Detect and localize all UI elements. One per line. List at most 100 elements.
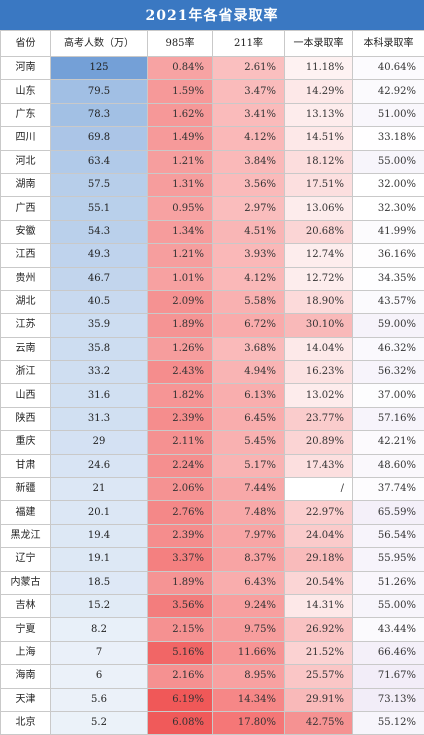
header-row: 省份 高考人数（万） 985率 211率 一本录取率 本科录取率 [1,31,424,57]
rate-211-cell: 6.72% [213,314,285,337]
header-province: 省份 [1,31,51,57]
exam-takers-cell: 15.2 [51,594,148,617]
rate-211-cell: 3.47% [213,80,285,103]
rate-211-cell: 6.13% [213,384,285,407]
rate-985-cell: 6.08% [148,711,213,734]
province-cell: 宁夏 [1,618,51,641]
province-cell: 山东 [1,80,51,103]
undergrad-rate-cell: 51.26% [353,571,424,594]
rate-985-cell: 3.56% [148,594,213,617]
rate-211-cell: 3.84% [213,150,285,173]
header-985-rate: 985率 [148,31,213,57]
province-cell: 上海 [1,641,51,664]
tier1-rate-cell: 14.29% [285,80,353,103]
province-cell: 贵州 [1,267,51,290]
rate-211-cell: 3.68% [213,337,285,360]
tier1-rate-cell: 26.92% [285,618,353,641]
province-cell: 四川 [1,127,51,150]
exam-takers-cell: 49.3 [51,244,148,267]
rate-211-cell: 8.95% [213,665,285,688]
province-cell: 甘肃 [1,454,51,477]
exam-takers-cell: 57.5 [51,173,148,196]
rate-985-cell: 1.31% [148,173,213,196]
undergrad-rate-cell: 37.00% [353,384,424,407]
tier1-rate-cell: 30.10% [285,314,353,337]
rate-985-cell: 1.59% [148,80,213,103]
tier1-rate-cell: 14.51% [285,127,353,150]
undergrad-rate-cell: 55.00% [353,150,424,173]
undergrad-rate-cell: 56.54% [353,524,424,547]
rate-211-cell: 5.45% [213,431,285,454]
rate-211-cell: 2.61% [213,57,285,80]
tier1-rate-cell: 29.18% [285,548,353,571]
rate-985-cell: 1.01% [148,267,213,290]
province-cell: 湖北 [1,290,51,313]
province-cell: 湖南 [1,173,51,196]
undergrad-rate-cell: 37.74% [353,478,424,501]
rate-985-cell: 1.21% [148,150,213,173]
rate-211-cell: 4.12% [213,267,285,290]
tier1-rate-cell: 12.72% [285,267,353,290]
exam-takers-cell: 46.7 [51,267,148,290]
rate-211-cell: 3.41% [213,103,285,126]
tier1-rate-cell: 42.75% [285,711,353,734]
rate-985-cell: 1.89% [148,571,213,594]
rate-985-cell: 0.95% [148,197,213,220]
table-page: 2021年各省录取率 省份 高考人数（万） 985率 211率 一本录取率 本科… [0,0,424,700]
exam-takers-cell: 69.8 [51,127,148,150]
tier1-rate-cell: 22.97% [285,501,353,524]
undergrad-rate-cell: 56.32% [353,361,424,384]
rate-985-cell: 2.11% [148,431,213,454]
tier1-rate-cell: 11.18% [285,57,353,80]
rate-211-cell: 4.94% [213,361,285,384]
header-undergrad-rate: 本科录取率 [353,31,424,57]
province-cell: 山西 [1,384,51,407]
tier1-rate-cell: 23.77% [285,407,353,430]
rate-211-cell: 8.37% [213,548,285,571]
rate-985-cell: 2.16% [148,665,213,688]
rate-211-cell: 4.51% [213,220,285,243]
tier1-rate-cell: 20.89% [285,431,353,454]
province-cell: 黑龙江 [1,524,51,547]
rate-211-cell: 5.58% [213,290,285,313]
rate-985-cell: 2.06% [148,478,213,501]
province-cell: 辽宁 [1,548,51,571]
rate-985-cell: 2.43% [148,361,213,384]
header-211-rate: 211率 [213,31,285,57]
exam-takers-cell: 125 [51,57,148,80]
exam-takers-cell: 33.2 [51,361,148,384]
undergrad-rate-cell: 59.00% [353,314,424,337]
tier1-rate-cell: 13.06% [285,197,353,220]
rate-211-cell: 7.44% [213,478,285,501]
rate-985-cell: 2.15% [148,618,213,641]
exam-takers-cell: 5.2 [51,711,148,734]
rate-211-cell: 3.93% [213,244,285,267]
exam-takers-cell: 35.8 [51,337,148,360]
rate-985-cell: 2.24% [148,454,213,477]
rate-985-cell: 2.39% [148,407,213,430]
undergrad-rate-cell: 46.32% [353,337,424,360]
rate-211-cell: 3.56% [213,173,285,196]
province-cell: 河南 [1,57,51,80]
undergrad-rate-cell: 40.64% [353,57,424,80]
undergrad-rate-cell: 43.57% [353,290,424,313]
exam-takers-cell: 19.4 [51,524,148,547]
rate-211-cell: 6.43% [213,571,285,594]
